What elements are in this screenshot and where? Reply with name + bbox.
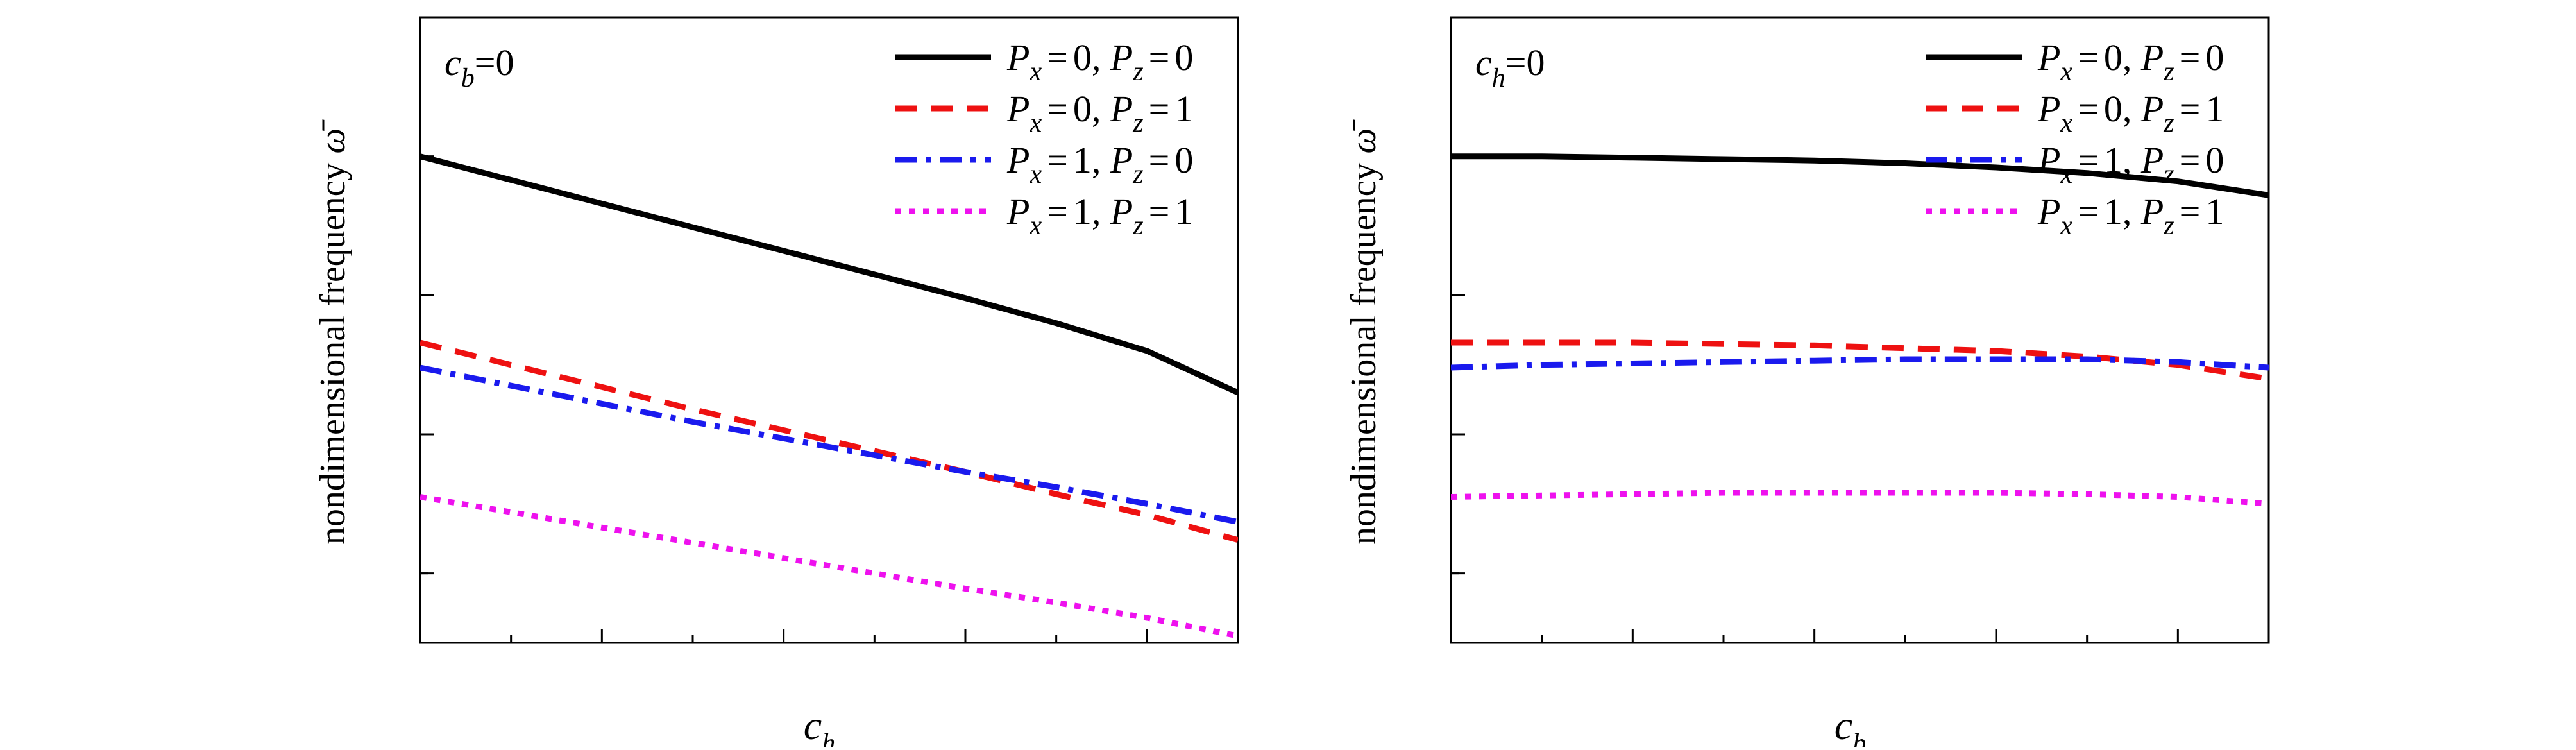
- series-line-4: [1451, 490, 2269, 507]
- legend: Px = 0, Pz = 0Px = 0, Pz = 1Px = 1, Pz = 0Px = 1, Pz = 1: [895, 37, 1193, 241]
- legend-px-value: 0: [1073, 88, 1092, 130]
- legend-pz-value: 1: [1174, 88, 1193, 130]
- series-line-1: [1451, 153, 2269, 198]
- series-line-3: [1451, 356, 2269, 371]
- legend-pz-value: 0: [2205, 37, 2224, 78]
- x-axis-label-sub: b: [1852, 729, 1866, 747]
- y-axis-label: nondimensional frequency ω̄: [1344, 119, 1384, 545]
- legend-entry: Px = 0, Pz = 0: [2037, 37, 2224, 87]
- legend-entry: Px = 1, Pz = 1: [2037, 191, 2224, 241]
- series-line-1: [420, 153, 1238, 396]
- legend-entry: Px = 0, Pz = 1: [1006, 88, 1193, 138]
- x-axis-label: cb: [1835, 703, 1866, 747]
- plot-frame: [419, 16, 1239, 644]
- x-axis-label-sub: h: [822, 729, 835, 747]
- y-axis-label-text: nondimensional frequency: [313, 162, 353, 545]
- legend-px-value: 1: [2104, 191, 2123, 232]
- legend-px-value: 1: [1073, 191, 1092, 232]
- chart-annotation: ch=0: [1475, 42, 1545, 93]
- x-axis-label: ch: [804, 703, 835, 747]
- legend-entry: Px = 1, Pz = 0: [1006, 139, 1193, 189]
- omega-bar-symbol: ω̄: [313, 119, 353, 154]
- legend-entry: Px = 0, Pz = 1: [2037, 88, 2224, 138]
- legend-entry: Px = 1, Pz = 1: [1006, 191, 1193, 241]
- legend: Px = 0, Pz = 0Px = 0, Pz = 1Px = 1, Pz = 0Px = 1, Pz = 1: [1926, 37, 2224, 241]
- legend-px-value: 0: [2104, 88, 2123, 130]
- annotation-sub: b: [461, 64, 475, 93]
- legend-entry: Px = 0, Pz = 0: [1006, 37, 1193, 87]
- series-line-3: [420, 364, 1238, 525]
- annotation-base: c: [1475, 42, 1492, 83]
- x-axis-label-base: c: [804, 703, 822, 747]
- annotation-rest: =0: [475, 42, 514, 83]
- y-axis-label-text: nondimensional frequency: [1344, 162, 1384, 545]
- plot-frame: [1450, 16, 2270, 644]
- legend-pz-value: 1: [2205, 191, 2224, 232]
- legend-pz-value: 0: [2205, 139, 2224, 181]
- legend-entry: Px = 1, Pz = 0: [2037, 139, 2224, 189]
- legend-px-value: 0: [2104, 37, 2123, 78]
- series-line-2: [420, 339, 1238, 543]
- legend-px-value: 1: [2104, 139, 2123, 181]
- annotation-sub: h: [1492, 64, 1505, 93]
- annotation-rest: =0: [1505, 42, 1545, 83]
- y-axis-label: nondimensional frequency ω̄: [313, 119, 353, 545]
- series-line-2: [1451, 339, 2269, 382]
- legend-pz-value: 1: [2205, 88, 2224, 130]
- legend-px-value: 0: [1073, 37, 1092, 78]
- legend-pz-value: 1: [1174, 191, 1193, 232]
- x-axis-label-base: c: [1835, 703, 1852, 747]
- omega-bar-symbol: ω̄: [1344, 119, 1384, 154]
- legend-pz-value: 0: [1174, 139, 1193, 181]
- annotation-base: c: [445, 42, 461, 83]
- chart-annotation: cb=0: [445, 42, 514, 93]
- legend-pz-value: 0: [1174, 37, 1193, 78]
- series-line-4: [420, 494, 1238, 639]
- legend-px-value: 1: [1073, 139, 1092, 181]
